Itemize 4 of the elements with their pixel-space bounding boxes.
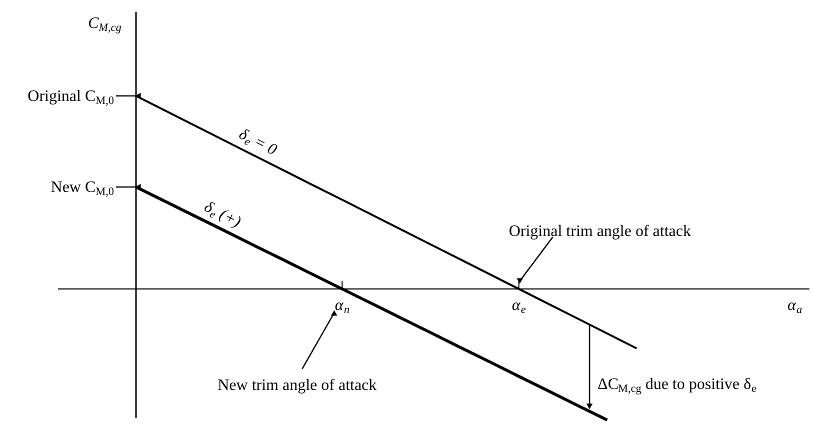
- annotation: δe (+): [201, 198, 244, 231]
- annotation: Original trim angle of attack: [508, 222, 692, 240]
- annotation: New trim angle of attack: [218, 376, 377, 394]
- annotation: δe = 0: [236, 126, 280, 159]
